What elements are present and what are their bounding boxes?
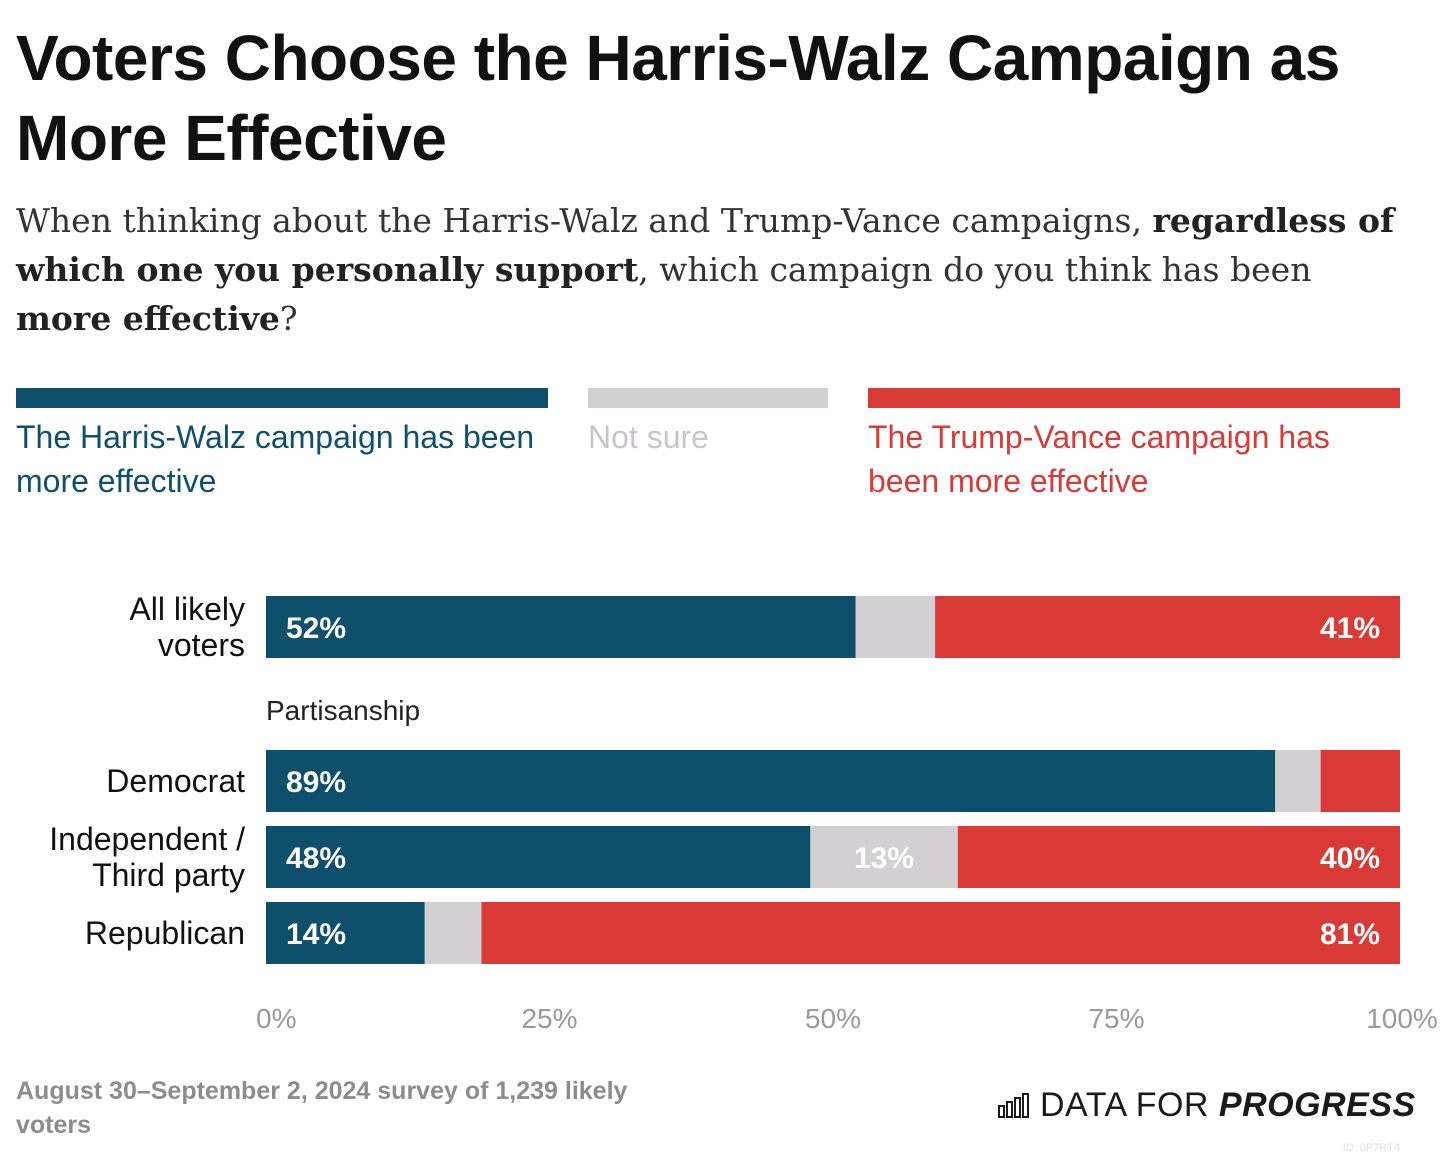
- subtitle-text-1: When thinking about the Harris-Walz and …: [16, 201, 1153, 240]
- bar-harris-1: [266, 596, 856, 658]
- category-label-2: Democrat: [106, 763, 245, 799]
- data-label-harris-4: 14%: [286, 918, 346, 951]
- chart-id: ID: 6P7RT4: [1342, 1142, 1400, 1154]
- legend-label-harris: The Harris-Walz campaign has been more e…: [16, 419, 535, 499]
- legend-label-not-sure: Not sure: [588, 419, 709, 455]
- bar-trump-1: [935, 596, 1400, 658]
- legend-swatch-harris: [16, 388, 548, 408]
- legend-item-not-sure: Not sure: [588, 388, 828, 459]
- subtitle-text-3: ?: [279, 299, 298, 338]
- data-for-progress-logo: DATA FOR PROGRESS: [998, 1086, 1416, 1125]
- bar-not-sure-1: [855, 596, 936, 658]
- subtitle-text-2: , which campaign do you think has been: [638, 250, 1312, 289]
- category-label-3: Independent /: [49, 821, 245, 857]
- logo-text-bold: PROGRESS: [1218, 1086, 1416, 1124]
- legend-swatch-not-sure: [588, 388, 828, 408]
- x-tick-label-3: 50%: [805, 1003, 861, 1034]
- legend-label-trump: The Trump-Vance campaign has been more e…: [868, 419, 1330, 499]
- chart-title: Voters Choose the Harris-Walz Campaign a…: [16, 22, 1340, 174]
- data-label-harris-3: 48%: [286, 842, 346, 875]
- chart-subtitle: When thinking about the Harris-Walz and …: [16, 196, 1416, 343]
- category-label-4: Republican: [85, 915, 245, 951]
- bar-trump-3: [957, 826, 1400, 888]
- bar-harris-3: [266, 826, 811, 888]
- data-label-trump-4: 81%: [1320, 918, 1380, 951]
- x-tick-label-1: 0%: [256, 1003, 296, 1034]
- legend-item-harris: The Harris-Walz campaign has been more e…: [16, 388, 548, 503]
- category-label-3: Third party: [92, 857, 245, 893]
- bar-not-sure-4: [424, 902, 482, 964]
- x-tick-label-5: 100%: [1366, 1003, 1438, 1034]
- bar-harris-2: [266, 750, 1276, 812]
- legend-item-trump: The Trump-Vance campaign has been more e…: [868, 388, 1400, 503]
- data-label-trump-3: 40%: [1320, 842, 1380, 875]
- x-tick-label-2: 25%: [521, 1003, 577, 1034]
- bar-not-sure-3: [810, 826, 958, 888]
- bar-trump-2: [1320, 750, 1400, 812]
- survey-note: August 30–September 2, 2024 survey of 1,…: [16, 1077, 628, 1139]
- logo-text-normal: DATA FOR: [1040, 1086, 1219, 1124]
- bar-not-sure-2: [1275, 750, 1321, 812]
- category-label-1: All likely: [129, 591, 245, 627]
- data-label-harris-1: 52%: [286, 612, 346, 645]
- data-label-trump-1: 41%: [1320, 612, 1380, 645]
- bar-harris-4: [266, 902, 425, 964]
- subtitle-bold-2: more effective: [16, 299, 280, 338]
- x-tick-label-4: 75%: [1088, 1003, 1144, 1034]
- bar-trump-4: [481, 902, 1401, 964]
- data-label-harris-2: 89%: [286, 766, 346, 799]
- legend-swatch-trump: [868, 388, 1400, 408]
- bar-chart-logo-icon: [998, 1092, 1029, 1118]
- logo-text: DATA FOR PROGRESS: [1040, 1086, 1416, 1125]
- data-label-not-sure-3: 13%: [854, 842, 914, 875]
- subtitle-bold-1: regardless of which one you personally s…: [16, 201, 1395, 289]
- category-label-1: voters: [158, 627, 245, 663]
- group-label-partisanship: Partisanship: [266, 695, 420, 726]
